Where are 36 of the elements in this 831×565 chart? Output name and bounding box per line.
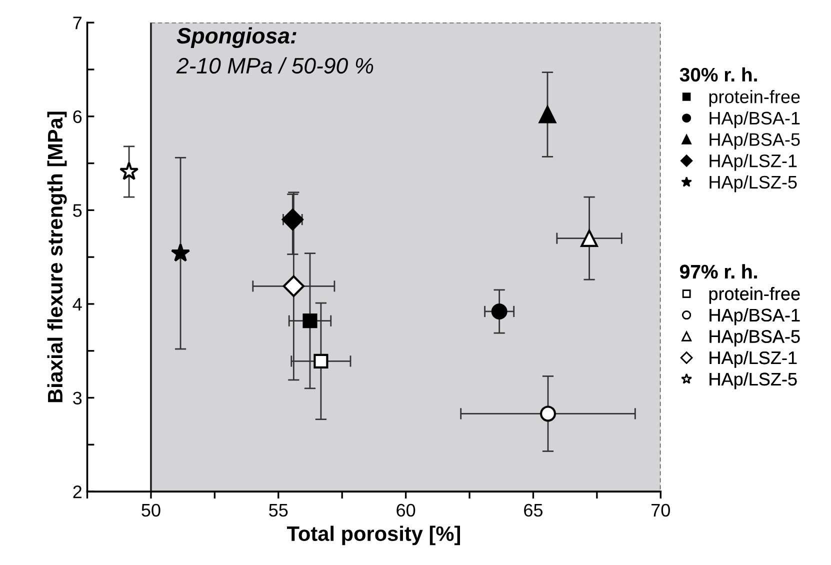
x-tick-label: 65	[524, 504, 543, 517]
y-tick-label: 5	[73, 204, 82, 217]
text: 97% r. h.	[680, 264, 757, 279]
point	[282, 275, 305, 298]
legend-label: HAp/BSA-1	[710, 308, 800, 326]
point	[302, 314, 318, 328]
band-label: Spongiosa: 2-10 MPa / 50-90 %	[176, 27, 374, 74]
legend-label: HAp/BSA-5	[710, 132, 800, 150]
y-tick-label: 6	[73, 110, 82, 124]
point	[580, 230, 598, 247]
point	[170, 243, 190, 262]
y-tick-label: 7	[73, 16, 82, 30]
legend-label: HAp/LSZ-1	[710, 154, 797, 171]
legend-label: HAp/LSZ-5	[710, 372, 797, 390]
point	[540, 406, 556, 422]
y-tick-label: 3	[73, 392, 82, 404]
y-tick-label: 2	[73, 485, 82, 498]
x-tick-label: 50	[142, 504, 160, 517]
legend-label: HAp/BSA-1	[710, 111, 800, 128]
point	[119, 162, 139, 180]
y-axis-title: Biaxial flexure strength [MPa]	[47, 112, 67, 402]
legend-label: HAp/LSZ-5	[710, 175, 797, 192]
x-tick-label: 60	[396, 504, 416, 517]
legend-label: protein-free	[709, 90, 800, 107]
x-tick-label: 70	[652, 504, 670, 517]
x-axis-title: Total porosity [%]	[286, 526, 460, 546]
text: 30% r. h.	[680, 67, 757, 82]
point	[282, 208, 304, 230]
y-tick-label: 4	[72, 298, 82, 311]
legend-label: HAp/LSZ-1	[710, 350, 797, 368]
legend-label: protein-free	[709, 286, 800, 304]
x-tick-label: 55	[269, 504, 288, 517]
point	[314, 354, 328, 368]
point	[491, 303, 508, 320]
point	[538, 106, 556, 124]
legend-label: HAp/BSA-5	[710, 330, 800, 346]
